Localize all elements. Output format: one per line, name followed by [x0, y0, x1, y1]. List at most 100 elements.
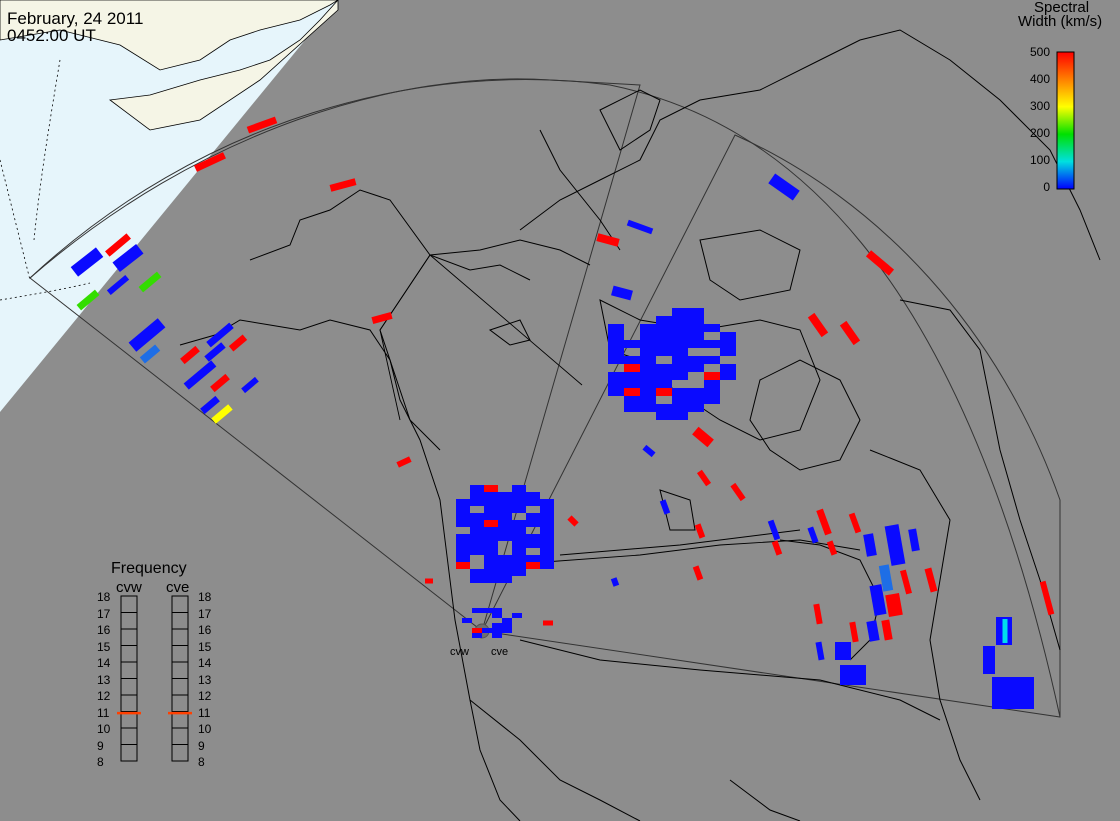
scatter-cell [540, 534, 554, 541]
scatter-cell [470, 541, 484, 548]
daylight-land-2 [108, 0, 339, 131]
scatter-cell [983, 646, 995, 674]
scatter-cell [610, 577, 620, 587]
scatter-cell [456, 513, 470, 520]
scatter-cell [624, 364, 640, 372]
scatter-cell [76, 289, 100, 311]
scatter-cell [608, 348, 624, 356]
scatter-cell [694, 523, 706, 539]
frequency-tick-right: 10 [198, 722, 212, 736]
scatter-cell [484, 527, 498, 534]
frequency-title: Frequency [111, 560, 187, 577]
scatter-cell [672, 388, 688, 396]
colorbar-tick: 500 [1029, 45, 1050, 59]
scatter-cell [456, 499, 470, 506]
scatter-cell [512, 520, 526, 527]
scatter-cell [484, 569, 498, 576]
frequency-tick-right: 11 [198, 705, 211, 720]
scatter-cell [105, 233, 131, 257]
scatter-cell [484, 541, 498, 548]
scatter-cell [484, 485, 498, 492]
scatter-cell [540, 520, 554, 527]
scatter-cell [502, 628, 512, 633]
frequency-cell [120, 727, 138, 745]
scatter-cell [608, 372, 624, 380]
scatter-cell [730, 482, 746, 502]
scatter-cell [492, 608, 502, 613]
date-label: February, 24 2011 [7, 9, 144, 28]
frequency-radar-right: cve [166, 579, 190, 596]
scatter-cell [704, 340, 720, 348]
scatter-cell [626, 219, 654, 235]
scatter-cell [484, 555, 498, 562]
scatter-cell [567, 515, 579, 527]
frequency-cell [171, 645, 189, 663]
scatter-cell [484, 506, 498, 513]
scatter-cell [688, 340, 704, 348]
scatter-cell [704, 388, 720, 396]
scatter-cell [498, 506, 512, 513]
scatter-cell [768, 173, 800, 201]
scatter-cell [210, 373, 230, 393]
scatter-cell [498, 499, 512, 506]
scatter-cell [512, 555, 526, 562]
scatter-cell [884, 524, 906, 566]
frequency-cell [171, 694, 189, 712]
scatter-cell [526, 534, 540, 541]
scatter-cell [498, 576, 512, 583]
scatter-cell [246, 116, 278, 134]
frequency-cell [171, 678, 189, 696]
scatter-cell [640, 404, 656, 412]
scatter-cell [611, 285, 633, 301]
frequency-tick-right: 15 [198, 639, 212, 654]
scatter-cell [624, 388, 640, 396]
frequency-tick-right: 8 [198, 755, 205, 769]
scatter-cell [720, 372, 736, 380]
scatter-cell [672, 356, 688, 364]
scatter-cell [204, 342, 226, 362]
scatter-cell [540, 499, 554, 506]
scatter-cell [696, 469, 712, 487]
scatter-cell [540, 548, 554, 555]
colorbar-title-line2: Width (km/s) [1018, 13, 1103, 30]
scatter-cell [194, 152, 226, 172]
scatter-cell [512, 569, 526, 576]
scatter-cell [848, 512, 862, 534]
scatter-cell [672, 340, 688, 348]
scatter-cell [807, 526, 819, 544]
scatter-cell [180, 345, 200, 365]
scatter-cell [885, 592, 903, 618]
scatter-cell [688, 324, 704, 332]
scatter-cell [540, 555, 554, 562]
frequency-cell [120, 744, 138, 762]
colorbar-tick: 400 [1029, 72, 1050, 86]
scatter-cell [688, 308, 704, 316]
dotted-latitude-1 [0, 282, 91, 301]
scatter-cell [688, 388, 704, 396]
scatter-cell [512, 548, 526, 555]
colorbar-title-line1: Spectral [1034, 0, 1090, 16]
scatter-cell [608, 332, 624, 340]
scatter-cell [672, 412, 688, 420]
scatter-cell [526, 492, 540, 499]
frequency-cell [120, 678, 138, 696]
frequency-columns [117, 595, 192, 762]
scatter-cell [456, 520, 470, 527]
scatter-cell [470, 569, 484, 576]
frequency-cell [120, 694, 138, 712]
radar-label-cve: cve [491, 646, 509, 658]
scatter-cell [816, 508, 832, 536]
radar-label-cvw: cvw [450, 646, 469, 658]
daylight-land [0, 0, 339, 71]
scatter-cell [672, 396, 688, 404]
scatter-cell [456, 555, 470, 562]
scatter-cell [470, 520, 484, 527]
scatter-cell [656, 332, 672, 340]
colorbar-tick: 100 [1029, 153, 1050, 167]
scatter-cell [484, 534, 498, 541]
scatter-cell [640, 332, 656, 340]
scatter-cell [526, 541, 540, 548]
scatter-cell [371, 312, 393, 324]
scatter-cell [608, 388, 624, 396]
